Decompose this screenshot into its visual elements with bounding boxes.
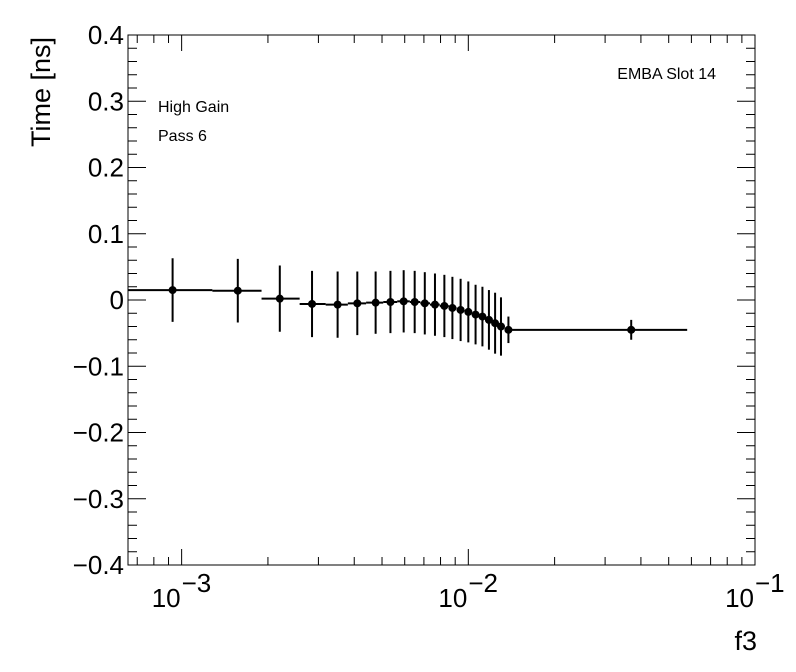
y-tick-label: −0.2	[73, 418, 124, 448]
point-marker	[627, 325, 636, 334]
data-point	[478, 286, 487, 347]
x-tick-label-exponent: −1	[755, 568, 785, 598]
point-marker	[471, 310, 480, 319]
point-marker	[456, 305, 465, 314]
axis-ticks	[128, 34, 756, 566]
data-point	[504, 316, 513, 344]
point-marker	[399, 297, 408, 306]
data-point	[397, 270, 410, 333]
annotation-slot: EMBA Slot 14	[617, 66, 716, 83]
point-marker	[371, 298, 380, 307]
y-tick-label: 0.3	[88, 86, 124, 116]
point-marker	[386, 297, 395, 306]
data-point	[491, 292, 500, 354]
point-marker	[491, 319, 500, 328]
point-marker	[496, 322, 505, 331]
data-point	[496, 297, 505, 356]
x-tick-label: 10 −2	[438, 568, 498, 613]
data-point	[439, 274, 449, 338]
data-point	[429, 273, 440, 336]
point-marker	[464, 307, 473, 316]
y-tick-label: −0.1	[73, 351, 124, 381]
annotation-pass: Pass 6	[158, 128, 207, 145]
data-series	[128, 258, 688, 356]
data-point	[128, 258, 213, 322]
data-point	[464, 281, 473, 343]
x-tick-label-exponent: −2	[468, 568, 498, 598]
data-point	[511, 319, 688, 340]
data-point	[347, 271, 367, 336]
y-tick-label: −0.3	[73, 484, 124, 514]
point-marker	[430, 300, 439, 309]
point-marker	[168, 286, 177, 295]
data-point	[456, 278, 465, 342]
point-marker	[410, 297, 419, 306]
data-point	[299, 270, 326, 338]
y-tick-label: 0.1	[88, 219, 124, 249]
x-tick-label-base: 10	[438, 583, 467, 613]
data-point	[420, 272, 430, 335]
point-marker	[440, 301, 449, 310]
point-marker	[504, 325, 513, 334]
point-marker	[420, 299, 429, 308]
y-tick-label: 0	[110, 285, 124, 315]
point-marker	[233, 286, 242, 295]
y-tick-labels: 0.4 0.3 0.2 0.1 0 −0.1 −0.2 −0.3 −0.4	[73, 20, 124, 580]
x-tick-label: 10 −3	[152, 568, 212, 613]
x-tick-label-base: 10	[725, 583, 754, 613]
y-axis-title: Time [ns]	[26, 37, 56, 147]
x-tick-label-exponent: −3	[182, 568, 212, 598]
point-marker	[484, 315, 493, 324]
data-point	[409, 270, 421, 334]
data-point	[212, 258, 262, 323]
data-point	[484, 290, 493, 350]
point-marker	[308, 299, 317, 308]
x-tick-labels: 10 −3 10 −2 10 −1	[152, 568, 785, 613]
data-point	[471, 284, 480, 345]
data-point	[366, 271, 384, 334]
data-point	[261, 265, 300, 332]
data-point	[383, 270, 398, 334]
annotation-gain: High Gain	[158, 99, 229, 116]
point-marker	[478, 312, 487, 321]
point-marker	[353, 299, 362, 308]
x-axis-title: f3	[734, 626, 757, 656]
point-marker	[448, 303, 457, 312]
x-tick-label: 10 −1	[725, 568, 785, 613]
y-tick-label: 0.2	[88, 153, 124, 183]
y-tick-label: 0.4	[88, 20, 124, 50]
x-tick-label-base: 10	[152, 583, 181, 613]
point-marker	[333, 300, 342, 309]
point-marker	[275, 294, 284, 303]
y-tick-label: −0.4	[73, 550, 124, 580]
data-point	[325, 271, 348, 338]
data-point	[448, 276, 457, 340]
